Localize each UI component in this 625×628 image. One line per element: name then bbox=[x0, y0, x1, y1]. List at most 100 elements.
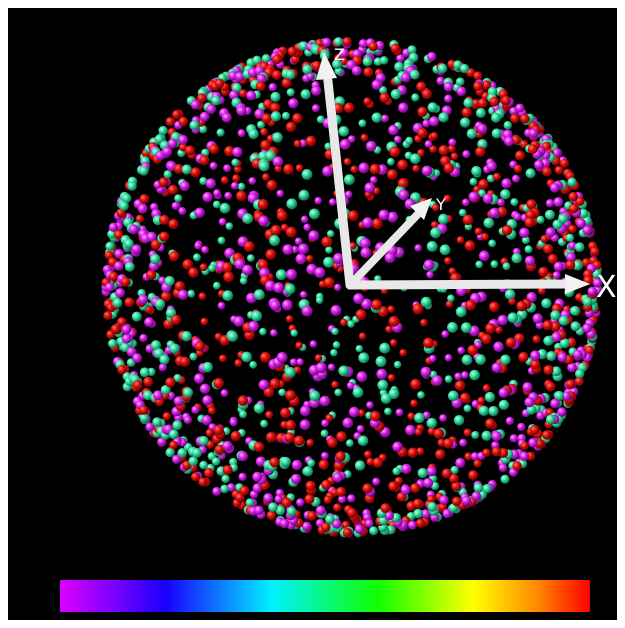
atom bbox=[452, 497, 462, 507]
atom bbox=[199, 436, 209, 446]
atom bbox=[307, 511, 317, 521]
atom bbox=[181, 331, 191, 341]
atom bbox=[448, 390, 459, 401]
atom bbox=[218, 237, 226, 245]
atom bbox=[520, 441, 529, 450]
atom bbox=[444, 95, 452, 103]
atom bbox=[199, 292, 207, 300]
atom bbox=[290, 358, 298, 366]
atom bbox=[159, 215, 169, 225]
atom bbox=[445, 354, 453, 362]
atom bbox=[478, 98, 488, 108]
atom bbox=[380, 56, 389, 65]
atom bbox=[401, 464, 411, 474]
atom bbox=[439, 414, 447, 422]
atom bbox=[321, 419, 329, 427]
atom bbox=[290, 329, 297, 336]
atom bbox=[306, 439, 314, 447]
atom bbox=[139, 334, 147, 342]
atom bbox=[445, 375, 453, 383]
atom bbox=[194, 242, 202, 250]
atom bbox=[447, 322, 458, 333]
atom bbox=[324, 277, 335, 288]
atom bbox=[200, 383, 210, 393]
atom bbox=[339, 126, 350, 137]
atom bbox=[468, 470, 478, 480]
atom bbox=[364, 450, 372, 458]
atom bbox=[282, 112, 290, 120]
atom bbox=[238, 451, 248, 461]
atom bbox=[417, 107, 427, 117]
atom bbox=[568, 225, 577, 234]
atom bbox=[379, 93, 389, 103]
atom bbox=[408, 521, 417, 530]
atom bbox=[426, 271, 434, 279]
atom bbox=[372, 478, 380, 486]
atom bbox=[302, 306, 313, 317]
atom bbox=[360, 247, 371, 258]
atom bbox=[210, 162, 218, 170]
atom bbox=[405, 137, 413, 145]
atom bbox=[543, 320, 553, 330]
atom bbox=[272, 70, 282, 80]
atom bbox=[464, 428, 472, 436]
atom bbox=[286, 227, 297, 238]
atom bbox=[356, 345, 363, 352]
atom bbox=[213, 282, 221, 290]
atom bbox=[474, 483, 484, 493]
atom bbox=[282, 244, 293, 255]
atom bbox=[180, 357, 190, 367]
atom bbox=[138, 204, 148, 214]
atom bbox=[310, 340, 317, 347]
atom bbox=[287, 88, 295, 96]
atom bbox=[506, 417, 514, 425]
atom bbox=[282, 300, 293, 311]
atom bbox=[475, 354, 486, 365]
atom bbox=[138, 294, 148, 304]
atom bbox=[468, 191, 479, 202]
atom bbox=[328, 363, 336, 371]
atom bbox=[280, 408, 291, 419]
atom bbox=[465, 240, 476, 251]
atom bbox=[258, 199, 269, 210]
atom bbox=[321, 236, 332, 247]
atom bbox=[457, 347, 465, 355]
atom bbox=[352, 66, 362, 76]
atom bbox=[162, 147, 172, 157]
atom bbox=[192, 448, 202, 458]
atom bbox=[461, 371, 469, 379]
atom bbox=[500, 189, 510, 199]
atom bbox=[441, 330, 449, 338]
atom bbox=[463, 98, 473, 108]
atom bbox=[510, 198, 518, 206]
atom bbox=[546, 351, 556, 361]
atom bbox=[117, 365, 126, 374]
atom bbox=[242, 213, 253, 224]
atom bbox=[430, 227, 441, 238]
atom bbox=[327, 230, 334, 237]
atom bbox=[188, 267, 199, 278]
atom bbox=[164, 170, 172, 178]
atom bbox=[292, 460, 302, 470]
atom bbox=[206, 178, 216, 188]
atom bbox=[472, 491, 481, 500]
atom bbox=[221, 176, 229, 184]
atom bbox=[390, 339, 397, 346]
atom bbox=[195, 341, 206, 352]
atom bbox=[143, 377, 153, 387]
atom bbox=[296, 498, 304, 506]
atom bbox=[385, 252, 396, 263]
atom bbox=[288, 98, 298, 108]
atom bbox=[413, 509, 423, 519]
atom bbox=[560, 159, 569, 168]
atom bbox=[398, 103, 408, 113]
atom bbox=[266, 432, 277, 443]
atom bbox=[200, 263, 208, 271]
atom bbox=[381, 114, 389, 122]
atom bbox=[582, 323, 592, 333]
atom bbox=[261, 113, 271, 123]
atom bbox=[546, 382, 556, 392]
atom bbox=[270, 300, 281, 311]
atom bbox=[304, 494, 314, 504]
atom bbox=[407, 412, 415, 420]
